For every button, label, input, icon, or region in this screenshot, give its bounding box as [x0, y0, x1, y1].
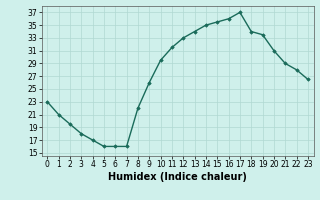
X-axis label: Humidex (Indice chaleur): Humidex (Indice chaleur) [108, 172, 247, 182]
